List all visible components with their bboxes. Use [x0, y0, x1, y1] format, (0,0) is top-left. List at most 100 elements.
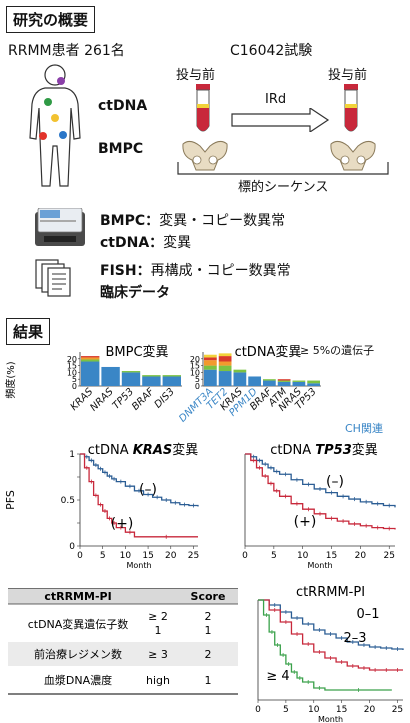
sequencing-label: 標的シーケンス	[238, 180, 329, 195]
bar-segment	[277, 380, 291, 382]
freq-ylabel: 頻度(%)	[4, 361, 17, 398]
pi-row-score: 1	[205, 624, 212, 637]
documents-icon	[35, 259, 71, 297]
overview-line-clinical: 臨床データ	[100, 285, 170, 301]
km-xtick-label: 0	[242, 551, 248, 561]
km-xtick-label: 15	[142, 551, 153, 561]
km-series-label: (–)	[326, 474, 344, 490]
km-series-label: 0–1	[356, 607, 379, 622]
km-curve	[258, 599, 404, 650]
km-xtick-label: 5	[100, 551, 106, 561]
km-xtick-label: 20	[355, 551, 367, 561]
km-series-label: 2–3	[343, 631, 366, 646]
pi-row-score: 2	[205, 610, 212, 623]
km-xtick-label: 20	[165, 551, 177, 561]
trial-label: C16042試験	[230, 43, 313, 59]
bar-category-label: NRAS	[88, 386, 116, 414]
bar-segment	[263, 379, 276, 381]
bar-segment	[248, 376, 261, 386]
bar-ytick-label: 0	[72, 382, 77, 391]
bar-chart-title: ctDNA変異	[235, 344, 302, 360]
pi-row-cond: high	[146, 674, 170, 687]
km-xtick-label: 25	[392, 705, 403, 715]
patients-label: RRMM患者 261名	[8, 43, 125, 59]
km-series-label: ≥ 4	[266, 669, 289, 684]
km-title: ctDNA TP53変異	[270, 442, 378, 458]
overview-heading: 研究の概要	[6, 6, 96, 33]
bar-segment	[277, 379, 291, 381]
bar-segment	[81, 356, 100, 358]
pi-row-name: 前治療レジメン数	[34, 647, 122, 661]
km-xtick-label: 5	[283, 705, 289, 715]
pi-table-header: ctRRMM-PI	[44, 590, 111, 603]
blood-tube-right-icon	[344, 84, 358, 132]
bar-segment	[307, 380, 320, 384]
km-ytick-label: 1	[69, 450, 75, 460]
bar-segment	[142, 376, 161, 386]
km-curve	[80, 453, 199, 507]
km-series-label: (+)	[111, 516, 134, 532]
km-series-label: (+)	[294, 514, 317, 530]
pre-treatment-left: 投与前	[176, 68, 216, 83]
bar-segment	[218, 356, 232, 362]
bar-ytick-label: 5	[195, 375, 200, 384]
km-xtick-label: 25	[384, 551, 395, 561]
bar-segment	[81, 357, 100, 360]
bar-segment	[218, 371, 232, 386]
pre-treatment-right: 投与前	[328, 68, 368, 83]
bar-chart-title: BMPC変異	[105, 344, 168, 360]
pi-row-score: 1	[205, 674, 212, 687]
km-xlabel: Month	[318, 715, 343, 723]
pi-row-cond: 1	[155, 624, 162, 637]
km-ytick-label: 0.5	[61, 496, 75, 506]
bar-segment	[142, 375, 161, 377]
pi-row-cond: ≥ 2	[148, 610, 168, 623]
bar-segment	[121, 371, 141, 373]
bar-segment	[81, 361, 100, 386]
km-xtick-label: 15	[336, 705, 347, 715]
ch-label: CH関連	[345, 421, 383, 435]
km-xtick-label: 20	[364, 705, 376, 715]
sequencer-icon	[35, 208, 85, 246]
km-xtick-label: 5	[271, 551, 277, 561]
bar-segment	[263, 380, 276, 386]
pi-row-score: 2	[205, 648, 212, 661]
bar-segment	[204, 354, 217, 358]
bar-ytick-label: 15	[190, 362, 200, 371]
bar-segment	[101, 366, 120, 386]
bar-category-label: DIS3	[153, 386, 177, 410]
bar-ytick-label: 5	[72, 375, 77, 384]
bar-ytick-label: 20	[67, 355, 77, 364]
bar-segment	[81, 359, 100, 362]
pelvis-left-icon	[182, 140, 228, 171]
km-xtick-label: 10	[297, 551, 309, 561]
tp53-km-chart: 0 5 10 15 20 25 Month ctDNA TP53変異 (–) (+)	[242, 442, 396, 570]
pi-row-name: ctDNA変異遺伝子数	[28, 617, 129, 631]
km-xtick-label: 15	[326, 551, 337, 561]
bar-segment	[204, 357, 217, 361]
km-ytick-label: 0	[69, 542, 75, 552]
bar-ytick-label: 15	[67, 362, 77, 371]
km-series-label: (–)	[139, 482, 157, 498]
km-xtick-label: 10	[308, 705, 320, 715]
km-ylabel: PFS	[4, 490, 17, 510]
results-heading: 結果	[6, 318, 51, 345]
km-xtick-label: 25	[188, 551, 199, 561]
bar-segment	[307, 383, 320, 386]
arrow-right-icon	[231, 108, 330, 132]
bar-segment	[204, 369, 217, 386]
threshold-note: ≥ 5%の遺伝子	[300, 344, 375, 357]
bar-ytick-label: 10	[190, 368, 200, 377]
bar-segment	[121, 372, 141, 386]
km-xlabel: Month	[126, 561, 151, 570]
bar-ytick-label: 20	[190, 355, 200, 364]
blood-tube-left-icon	[196, 84, 210, 132]
km-curve	[258, 599, 403, 671]
bar-ytick-label: 0	[195, 382, 200, 391]
bar-segment	[277, 381, 291, 386]
pi-row-name: 血漿DNA濃度	[44, 673, 112, 687]
bar-segment	[233, 372, 247, 386]
bar-segment	[292, 381, 306, 386]
km-xtick-label: 10	[120, 551, 132, 561]
